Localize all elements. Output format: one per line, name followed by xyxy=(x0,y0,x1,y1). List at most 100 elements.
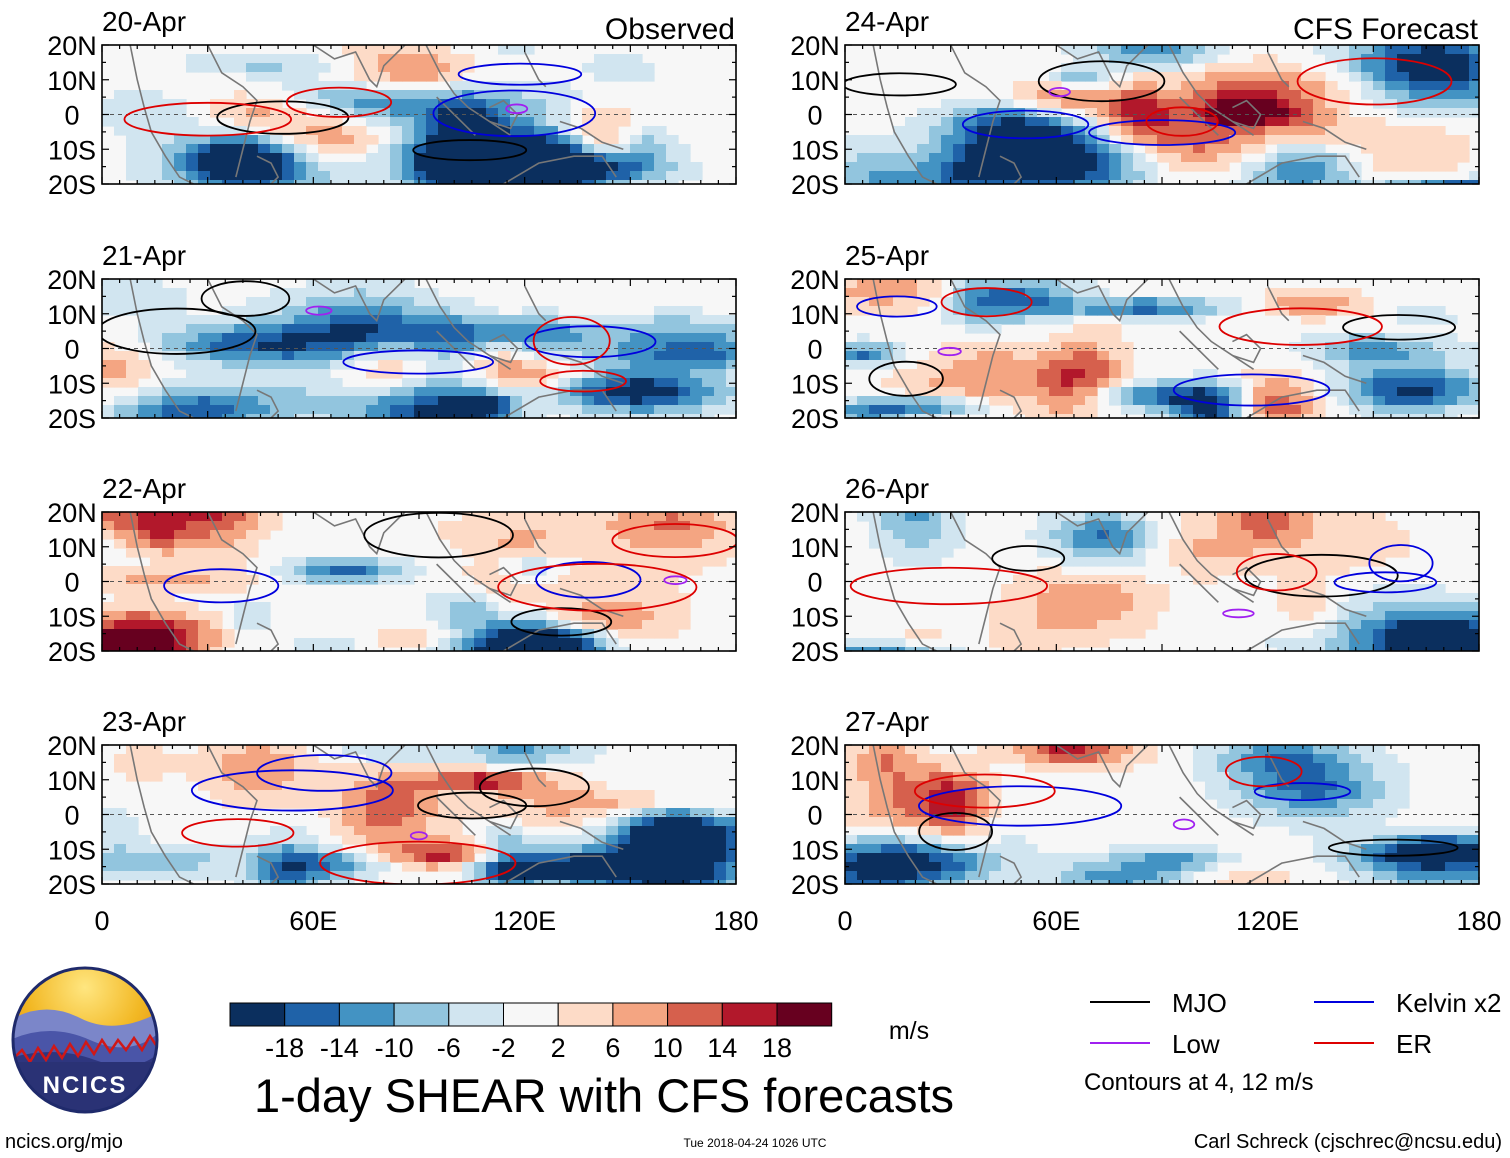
tick-marks xyxy=(101,744,737,885)
colorbar-segment xyxy=(667,1002,723,1027)
y-tick-label: 10N xyxy=(47,533,97,563)
contour-kelvin xyxy=(163,568,280,604)
coastlines xyxy=(872,45,1367,184)
y-tick-label: 10S xyxy=(791,135,839,165)
logo-text: NCICS xyxy=(43,1072,128,1099)
panel-date: 22-Apr xyxy=(102,473,186,504)
contour-mjo xyxy=(845,72,957,97)
contour-kelvin xyxy=(1172,373,1331,407)
colorbar-units: m/s xyxy=(889,1017,929,1045)
y-tick-label: 10N xyxy=(47,766,97,796)
coastlines xyxy=(129,279,624,418)
x-tick-label: 180 xyxy=(713,906,758,936)
column-header-forecast: CFS Forecast xyxy=(1293,13,1479,46)
contour-kelvin xyxy=(457,62,583,86)
coastlines xyxy=(129,512,624,651)
contour-er xyxy=(1235,553,1318,592)
y-tick-label: 10S xyxy=(48,369,96,399)
contour-low xyxy=(305,305,333,316)
contour-er xyxy=(532,316,611,366)
tick-marks xyxy=(844,744,1480,885)
contour-kelvin xyxy=(524,325,657,359)
shear-field xyxy=(102,45,736,184)
shear-field xyxy=(102,745,736,884)
y-tick-label: 0 xyxy=(64,568,79,598)
legend-item-er: ER xyxy=(1314,1029,1432,1059)
tick-marks xyxy=(844,278,1480,419)
colorbar-segment xyxy=(776,1002,833,1027)
contour-kelvin xyxy=(1253,782,1352,802)
legend-label: ER xyxy=(1396,1029,1432,1059)
colorbar-segment xyxy=(557,1002,614,1027)
legend-label: Kelvin x2 xyxy=(1396,988,1502,1018)
legend-item-kelvin: Kelvin x2 xyxy=(1314,988,1502,1018)
y-tick-label: 0 xyxy=(64,101,79,131)
y-tick-label: 0 xyxy=(807,568,822,598)
contour-er xyxy=(1218,307,1383,346)
y-tick-label: 10S xyxy=(791,369,839,399)
y-tick-label: 20S xyxy=(791,870,839,900)
legend-label: Low xyxy=(1172,1029,1220,1059)
contour-low xyxy=(505,103,529,115)
contour-mjo xyxy=(102,307,257,355)
contour-kelvin xyxy=(342,349,495,375)
colorbar-label: -10 xyxy=(375,1033,414,1063)
colorbar-label: -6 xyxy=(437,1033,461,1063)
contour-er xyxy=(1224,755,1303,788)
contour-mjo xyxy=(991,545,1066,572)
panel-20-apr: 20-Apr Observed 20N 10N 0 10S 20S xyxy=(47,6,737,200)
x-tick-label: 60E xyxy=(289,906,337,936)
contour-mjo xyxy=(1327,838,1459,857)
y-tick-label: 20N xyxy=(790,265,840,295)
x-tick-label: 180 xyxy=(1456,906,1501,936)
y-tick-label: 20S xyxy=(48,404,96,434)
contour-kelvin xyxy=(918,785,1123,827)
colorbar-label: 14 xyxy=(707,1033,737,1063)
contour-er xyxy=(849,566,1049,606)
legend-label: MJO xyxy=(1172,988,1227,1018)
contour-er xyxy=(1145,106,1219,137)
legend: MJO Kelvin x2 Low ER xyxy=(1090,988,1502,1059)
contour-low xyxy=(937,346,962,357)
colorbar-segment xyxy=(393,1002,450,1027)
y-tick-label: 20S xyxy=(791,170,839,200)
y-tick-label: 20S xyxy=(48,637,96,667)
panel-date: 25-Apr xyxy=(845,240,929,271)
contour-mjo xyxy=(918,811,993,851)
y-tick-label: 20N xyxy=(790,498,840,528)
contour-kelvin xyxy=(1088,119,1237,146)
contour-kelvin xyxy=(1368,544,1434,583)
y-tick-label: 0 xyxy=(807,801,822,831)
shear-field xyxy=(102,512,736,651)
y-tick-label: 20N xyxy=(790,31,840,61)
contour-er xyxy=(1296,57,1453,106)
coastlines xyxy=(872,279,1367,418)
x-tick-label: 120E xyxy=(1236,906,1299,936)
site-url: ncics.org/mjo xyxy=(5,1131,123,1153)
contour-low xyxy=(409,831,428,841)
colorbar-label: -18 xyxy=(265,1033,304,1063)
contour-kelvin xyxy=(1333,571,1438,594)
issue-timestamp: Tue 2018-04-24 1026 UTC xyxy=(684,1136,827,1150)
y-tick-label: 0 xyxy=(807,335,822,365)
y-tick-label: 0 xyxy=(64,801,79,831)
y-tick-label: 20N xyxy=(790,731,840,761)
contour-low xyxy=(663,575,688,585)
y-tick-label: 20S xyxy=(791,404,839,434)
y-tick-label: 20N xyxy=(47,498,97,528)
contour-mjo xyxy=(412,139,528,162)
panel-date: 26-Apr xyxy=(845,473,929,504)
shear-field xyxy=(845,745,1479,884)
contour-kelvin xyxy=(432,89,597,138)
figure-title: 1-day SHEAR with CFS forecasts xyxy=(254,1069,954,1122)
colorbar-label: -14 xyxy=(320,1033,359,1063)
contour-kelvin xyxy=(256,754,393,792)
y-tick-label: 0 xyxy=(807,101,822,131)
y-tick-label: 20S xyxy=(791,637,839,667)
legend-item-low: Low xyxy=(1090,1029,1220,1059)
colorbar-label: 2 xyxy=(551,1033,566,1063)
